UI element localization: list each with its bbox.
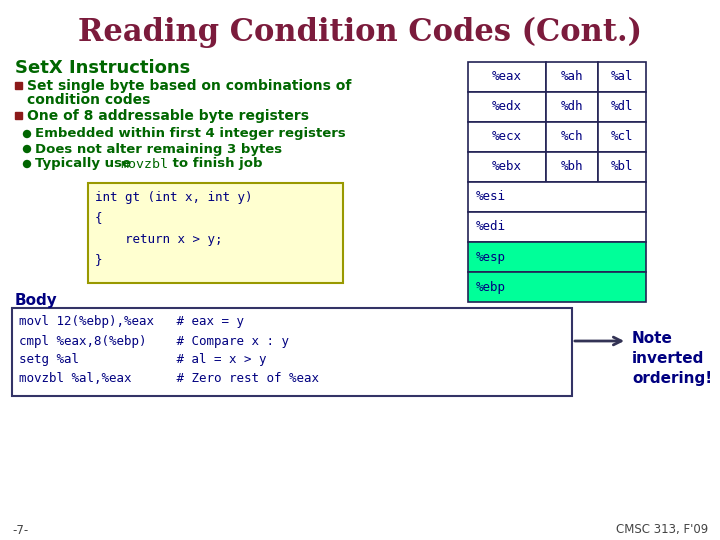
Text: -7-: -7-: [12, 523, 28, 537]
Text: movzbl: movzbl: [120, 158, 168, 171]
Text: to finish job: to finish job: [168, 158, 263, 171]
Bar: [468, 182, 646, 212]
Text: cmpl %eax,8(%ebp)    # Compare x : y: cmpl %eax,8(%ebp) # Compare x : y: [19, 334, 289, 348]
Bar: [468, 122, 546, 152]
Bar: [88, 183, 343, 283]
Text: %al: %al: [611, 71, 634, 84]
Circle shape: [24, 160, 30, 167]
Text: %esi: %esi: [476, 191, 506, 204]
Bar: [12, 308, 572, 396]
Text: %edx: %edx: [492, 100, 522, 113]
Circle shape: [24, 145, 30, 152]
Text: Set single byte based on combinations of: Set single byte based on combinations of: [27, 79, 351, 93]
Bar: [468, 152, 546, 182]
Text: %bl: %bl: [611, 160, 634, 173]
Text: %dl: %dl: [611, 100, 634, 113]
Bar: [546, 92, 598, 122]
Text: %esp: %esp: [476, 251, 506, 264]
Circle shape: [24, 131, 30, 138]
Bar: [546, 62, 598, 92]
Text: {: {: [95, 212, 102, 225]
Bar: [468, 92, 546, 122]
Text: %ch: %ch: [561, 131, 583, 144]
Text: condition codes: condition codes: [27, 93, 150, 107]
Bar: [468, 62, 546, 92]
Text: %eax: %eax: [492, 71, 522, 84]
Text: setg %al             # al = x > y: setg %al # al = x > y: [19, 354, 266, 367]
Text: CMSC 313, F'09: CMSC 313, F'09: [616, 523, 708, 537]
Text: Reading Condition Codes (Cont.): Reading Condition Codes (Cont.): [78, 16, 642, 48]
Text: %ecx: %ecx: [492, 131, 522, 144]
Text: }: }: [95, 253, 102, 267]
Bar: [598, 92, 646, 122]
Bar: [15, 82, 22, 89]
Text: %ebx: %ebx: [492, 160, 522, 173]
Text: Body: Body: [15, 293, 58, 307]
Bar: [546, 152, 598, 182]
Bar: [546, 122, 598, 152]
Text: %ebp: %ebp: [476, 280, 506, 294]
Bar: [598, 62, 646, 92]
Text: movl 12(%ebp),%eax   # eax = y: movl 12(%ebp),%eax # eax = y: [19, 315, 244, 328]
Bar: [468, 242, 646, 272]
Text: %bh: %bh: [561, 160, 583, 173]
Bar: [598, 122, 646, 152]
Text: return x > y;: return x > y;: [95, 233, 222, 246]
Text: One of 8 addressable byte registers: One of 8 addressable byte registers: [27, 109, 309, 123]
Bar: [468, 212, 646, 242]
Text: int gt (int x, int y): int gt (int x, int y): [95, 191, 253, 204]
Text: Does not alter remaining 3 bytes: Does not alter remaining 3 bytes: [35, 143, 282, 156]
Text: Embedded within first 4 integer registers: Embedded within first 4 integer register…: [35, 127, 346, 140]
Bar: [598, 152, 646, 182]
Text: movzbl %al,%eax      # Zero rest of %eax: movzbl %al,%eax # Zero rest of %eax: [19, 373, 319, 386]
Text: %dh: %dh: [561, 100, 583, 113]
Text: Typically use: Typically use: [35, 158, 135, 171]
Text: %edi: %edi: [476, 220, 506, 233]
Bar: [468, 272, 646, 302]
Text: %ah: %ah: [561, 71, 583, 84]
Text: SetX Instructions: SetX Instructions: [15, 59, 190, 77]
Text: %cl: %cl: [611, 131, 634, 144]
Text: Note
inverted
ordering!: Note inverted ordering!: [632, 331, 712, 386]
Bar: [15, 112, 22, 119]
